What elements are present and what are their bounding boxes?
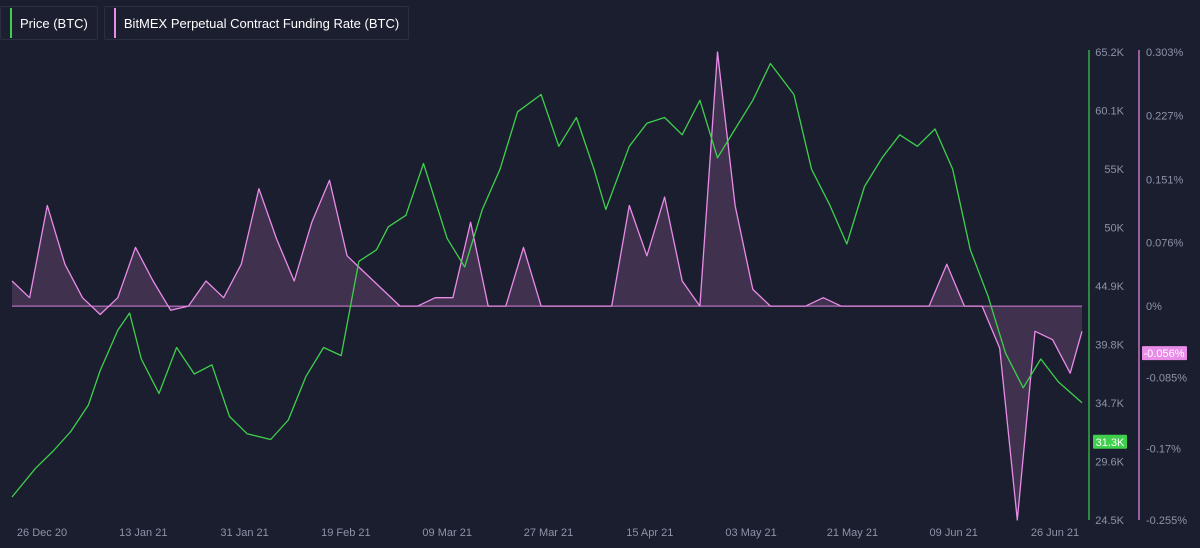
legend-funding-label: BitMEX Perpetual Contract Funding Rate (… bbox=[123, 15, 400, 31]
funding-axis-tick-label: 0.076% bbox=[1146, 237, 1184, 249]
price-axis-tick-label: 24.5K bbox=[1095, 515, 1124, 527]
price-axis-tick-label: 29.6K bbox=[1095, 457, 1124, 469]
price-axis-tick-label: 55K bbox=[1104, 164, 1124, 176]
funding-color-swatch bbox=[113, 8, 116, 38]
price-axis-tick-label: 39.8K bbox=[1095, 340, 1124, 352]
x-axis-tick-label: 31 Jan 21 bbox=[220, 527, 268, 539]
x-axis-tick-label: 09 Jun 21 bbox=[930, 527, 978, 539]
funding-axis-tick-label: 0.303% bbox=[1146, 47, 1184, 59]
price-axis-tick-label: 50K bbox=[1104, 223, 1124, 235]
current-price-value: 31.3K bbox=[1096, 437, 1125, 449]
funding-axis-tick-label: 0% bbox=[1146, 301, 1162, 313]
price-line bbox=[11, 62, 1083, 498]
price-axis-tick-label: 60.1K bbox=[1095, 106, 1124, 118]
current-funding-value: -0.056% bbox=[1144, 348, 1185, 360]
funding-axis-tick-label: -0.17% bbox=[1146, 444, 1181, 456]
legend-item-funding-rate[interactable]: BitMEX Perpetual Contract Funding Rate (… bbox=[103, 6, 410, 40]
funding-axis-tick-label: -0.255% bbox=[1146, 515, 1187, 527]
funding-axis-tick-label: 0.151% bbox=[1146, 174, 1184, 186]
x-axis-tick-label: 19 Feb 21 bbox=[321, 527, 371, 539]
funding-rate-line bbox=[11, 51, 1083, 521]
price-color-swatch bbox=[10, 8, 12, 38]
x-axis-tick-label: 27 Mar 21 bbox=[524, 527, 574, 539]
price-axis-tick-label: 65.2K bbox=[1095, 47, 1124, 59]
current-funding-badge bbox=[1142, 346, 1187, 361]
funding-axis-tick-label: -0.085% bbox=[1146, 372, 1187, 384]
legend-item-price[interactable]: Price (BTC) bbox=[0, 6, 98, 40]
x-axis-tick-label: 15 Apr 21 bbox=[626, 527, 673, 539]
funding-rate-area bbox=[12, 52, 1082, 520]
x-axis-tick-label: 21 May 21 bbox=[827, 527, 878, 539]
x-axis-tick-label: 09 Mar 21 bbox=[422, 527, 472, 539]
x-axis-tick-label: 26 Dec 20 bbox=[17, 527, 67, 539]
x-axis-tick-label: 13 Jan 21 bbox=[119, 527, 167, 539]
legend-price-label: Price (BTC) bbox=[20, 15, 88, 31]
legend: Price (BTC) BitMEX Perpetual Contract Fu… bbox=[0, 6, 410, 40]
price-axis-tick-label: 44.9K bbox=[1095, 281, 1124, 293]
current-price-badge bbox=[1093, 434, 1127, 449]
price-axis-tick-label: 34.7K bbox=[1095, 398, 1124, 410]
x-axis-tick-label: 26 Jun 21 bbox=[1031, 527, 1079, 539]
x-axis-tick-label: 03 May 21 bbox=[725, 527, 776, 539]
funding-axis-tick-label: 0.227% bbox=[1146, 111, 1184, 123]
